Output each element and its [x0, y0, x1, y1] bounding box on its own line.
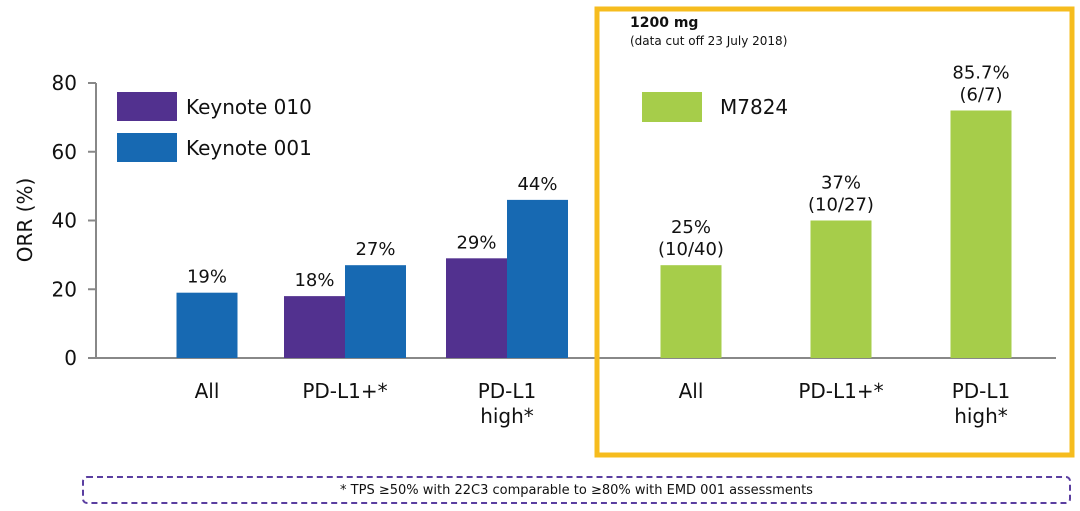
category-label: PD-L1	[952, 379, 1011, 403]
bar-value-label: 44%	[517, 174, 557, 195]
legend-label: M7824	[720, 95, 788, 119]
y-tick-label: 20	[52, 277, 77, 301]
bar-keynote-010	[446, 258, 507, 358]
box-title: 1200 mg	[630, 15, 698, 31]
category-label: high*	[954, 404, 1008, 428]
bar-m7824	[810, 220, 872, 358]
category-label: All	[679, 379, 704, 403]
m7824-highlight-box	[594, 6, 1075, 458]
legend-label: Keynote 001	[186, 136, 312, 160]
bar-keynote-001	[345, 265, 406, 358]
legend-label: Keynote 010	[186, 95, 312, 119]
y-axis-label: ORR (%)	[13, 178, 37, 263]
bar-value-label: 25%	[671, 217, 711, 238]
bar-keynote-010	[284, 296, 345, 358]
box-subtitle: (data cut off 23 July 2018)	[630, 34, 787, 48]
category-label: PD-L1+*	[798, 379, 883, 403]
bar-m7824	[660, 265, 722, 358]
bar-value-label: 29%	[456, 232, 496, 253]
bar-value-label: 19%	[187, 267, 227, 288]
orr-bar-chart: 0 20 40 60 80 ORR (%) 19% All 18% 27% PD-L1+* 29% 4…	[13, 6, 1075, 458]
category-label: All	[195, 379, 220, 403]
category-label: PD-L1+*	[302, 379, 387, 403]
bar-value-label: 18%	[294, 270, 334, 291]
footnote-text: * TPS ≥50% with 22C3 comparable to ≥80% …	[340, 482, 813, 498]
y-tick-label: 40	[52, 209, 77, 233]
bar-value-label: 85.7%	[952, 63, 1009, 84]
bar-value-label: 27%	[355, 239, 395, 260]
legend-swatch-m7824	[642, 92, 702, 122]
y-tick-label: 80	[52, 71, 77, 95]
category-label: PD-L1	[478, 379, 537, 403]
category-label: high*	[480, 404, 534, 428]
bar-keynote-001	[176, 292, 238, 358]
footnote-box: * TPS ≥50% with 22C3 comparable to ≥80% …	[82, 476, 1071, 504]
y-tick-label: 60	[52, 140, 77, 164]
bar-value-label: (10/27)	[808, 195, 874, 216]
legend-swatch-keynote-010	[117, 92, 177, 121]
bar-m7824	[950, 110, 1012, 358]
bar-value-label: 37%	[821, 173, 861, 194]
bar-value-label: (6/7)	[959, 85, 1002, 106]
bar-value-label: (10/40)	[658, 239, 724, 260]
y-tick-label: 0	[64, 346, 77, 370]
legend-swatch-keynote-001	[117, 133, 177, 162]
bar-keynote-001	[507, 199, 568, 358]
